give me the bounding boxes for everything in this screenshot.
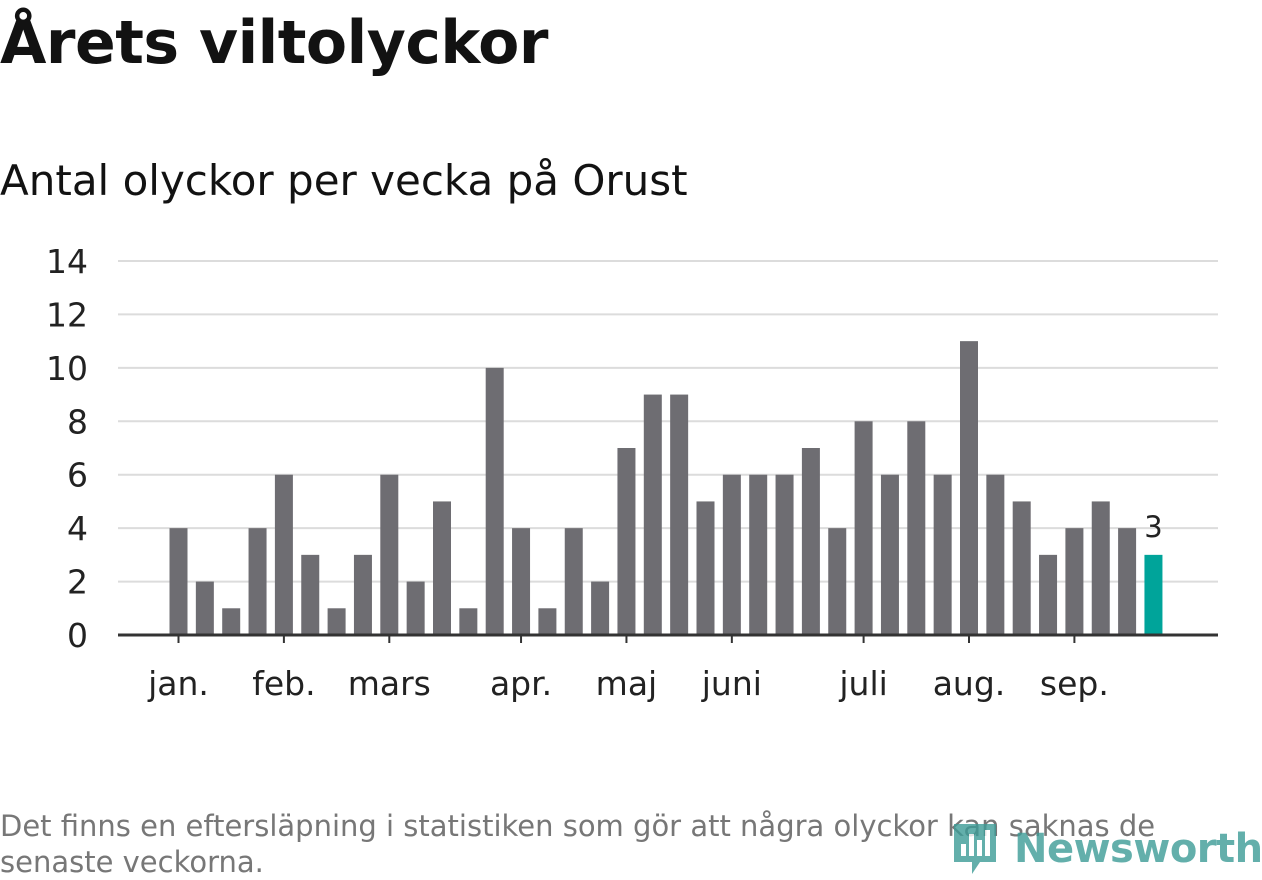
newsworthy-logo: Newsworthy (950, 818, 1262, 880)
bar (512, 528, 531, 635)
bar (353, 554, 372, 635)
bar (327, 608, 346, 635)
x-tick-label: jan. (147, 664, 209, 703)
bar (274, 474, 293, 635)
bar (933, 474, 952, 635)
bar (169, 528, 188, 635)
bar (591, 581, 610, 635)
bar (617, 448, 636, 635)
bar (1091, 501, 1110, 635)
bar (960, 341, 978, 635)
chart-title: Årets viltolyckor (0, 8, 549, 78)
bar (828, 528, 847, 635)
data-labels: 3 (1144, 510, 1162, 544)
brand-name: Newsworthy (1014, 826, 1262, 872)
x-tick-label: apr. (490, 664, 552, 703)
x-tick-label: maj (596, 664, 658, 703)
bar (564, 528, 583, 635)
x-axis-ticks: jan. feb. mars apr. maj juni juli aug. sep. (147, 635, 1109, 703)
bar (986, 474, 1005, 635)
bar (433, 501, 451, 635)
y-tick-label: 12 (46, 295, 88, 334)
bar (406, 581, 425, 635)
bar (1039, 554, 1058, 635)
newsworthy-chart-icon (954, 824, 996, 874)
bar (880, 474, 899, 635)
x-tick-label: sep. (1040, 664, 1109, 703)
bar (854, 421, 873, 635)
chart-subtitle: Antal olyckor per vecka på Orust (0, 156, 688, 205)
data-label-current-week: 3 (1144, 510, 1162, 544)
bar (538, 608, 557, 635)
gridlines (118, 260, 1218, 583)
bar-chart: 0 2 4 6 8 10 12 14 jan. feb. mars apr. maj juni juli a… (46, 242, 1218, 703)
bar (485, 367, 504, 635)
y-tick-label: 2 (67, 563, 88, 602)
bar-current-week (1144, 554, 1163, 635)
bars (169, 341, 1163, 635)
bar (722, 474, 741, 635)
bar (670, 394, 689, 635)
bar (907, 421, 926, 635)
y-tick-label: 6 (67, 456, 88, 495)
bar (1118, 528, 1137, 635)
y-tick-label: 0 (67, 616, 88, 655)
bar (301, 554, 320, 635)
bar (380, 474, 399, 635)
bar (801, 448, 820, 635)
bar (749, 474, 768, 635)
y-tick-label: 8 (67, 402, 88, 441)
x-tick-label: feb. (252, 664, 315, 703)
bar (696, 501, 715, 635)
bar (222, 608, 241, 635)
x-tick-label: aug. (933, 664, 1006, 703)
bar (195, 581, 214, 635)
y-tick-label: 10 (46, 349, 88, 388)
bar (248, 528, 267, 635)
bar (1012, 501, 1031, 635)
x-tick-label: juni (701, 664, 762, 703)
bar (1065, 528, 1084, 635)
x-tick-label: mars (348, 664, 431, 703)
bar (643, 394, 662, 635)
bar (459, 608, 478, 635)
bar (775, 474, 794, 635)
x-tick-label: juli (838, 664, 887, 703)
y-axis-ticks: 0 2 4 6 8 10 12 14 (46, 242, 88, 655)
y-tick-label: 4 (67, 509, 88, 548)
y-tick-label: 14 (46, 242, 88, 281)
